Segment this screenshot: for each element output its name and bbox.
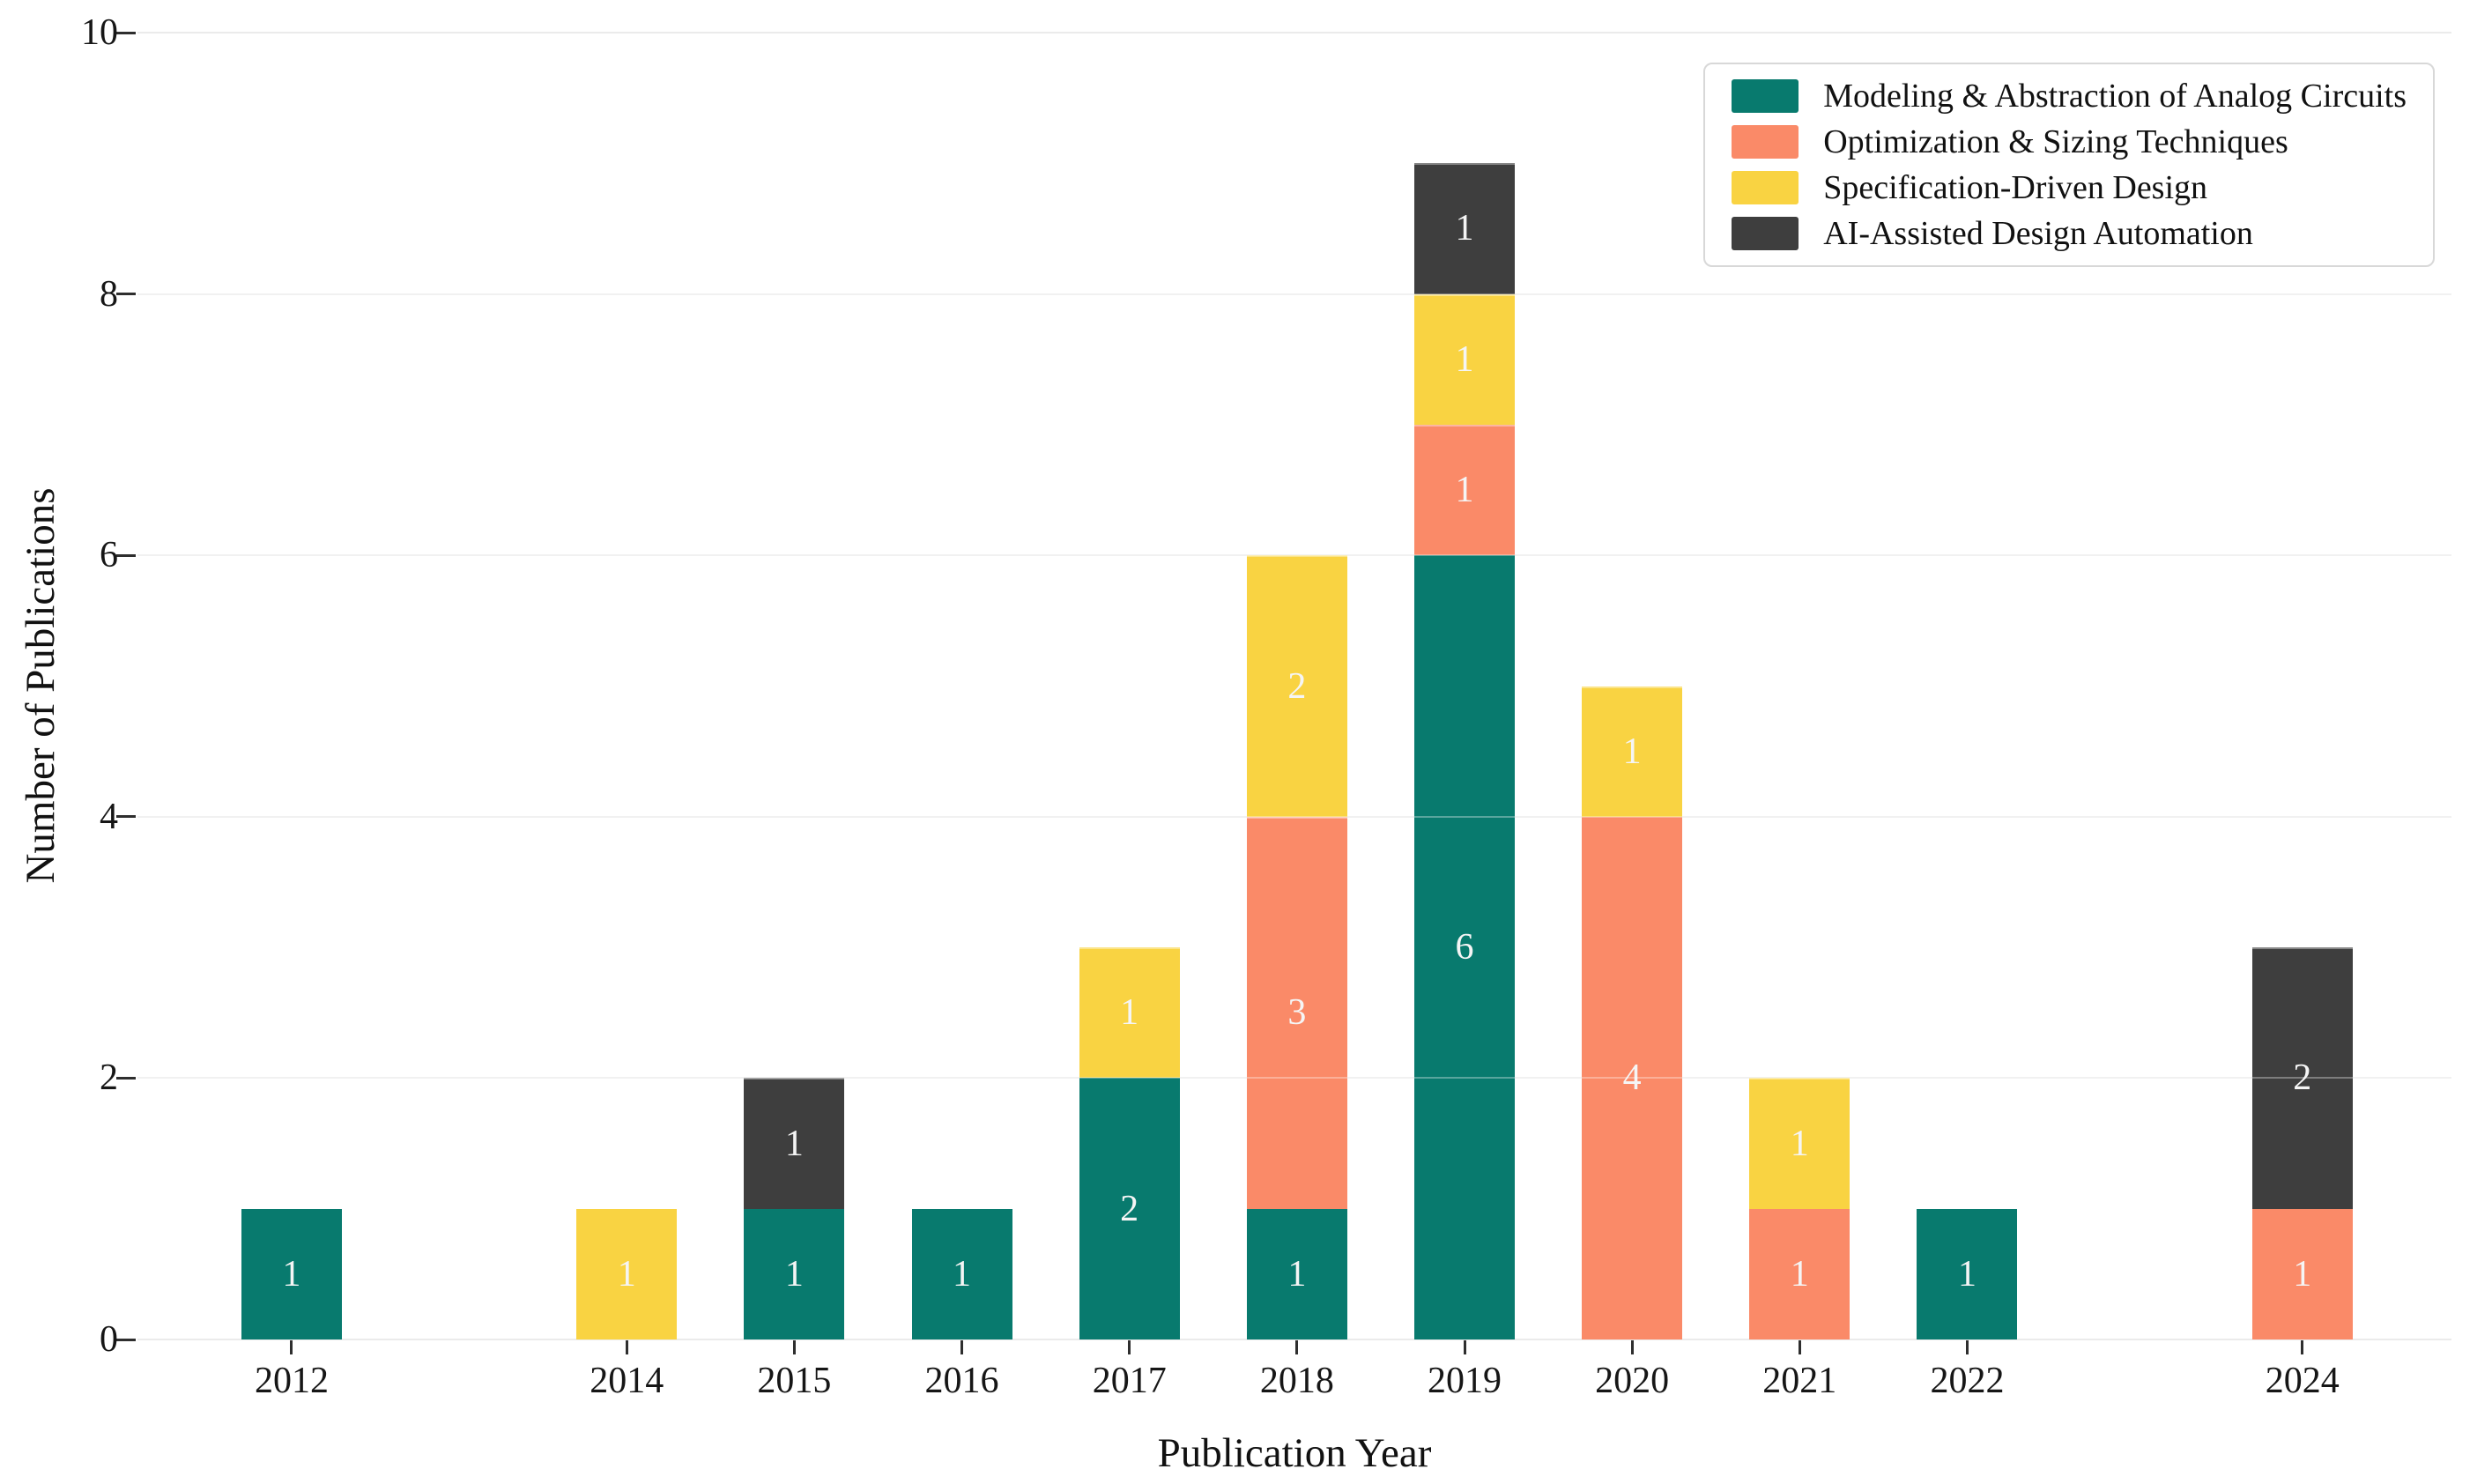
- x-tick-label: 2014: [590, 1361, 664, 1401]
- x-tick-label: 2019: [1428, 1361, 1502, 1401]
- bar-segment: 1: [1413, 293, 1516, 425]
- bar-value-label: 1: [1455, 338, 1474, 380]
- bar-value-label: 1: [1790, 1253, 1809, 1295]
- y-tick-label: 6: [100, 535, 118, 576]
- bar-segment: 1: [1749, 1078, 1850, 1209]
- bar-value-label: 1: [1455, 208, 1474, 249]
- bar-value-label: 1: [617, 1253, 636, 1295]
- legend-row: Modeling & Abstraction of Analog Circuit…: [1732, 77, 2407, 115]
- legend-label: Specification-Driven Design: [1823, 169, 2208, 206]
- x-tick-mark: [1630, 1339, 1634, 1354]
- x-tick-label: 2022: [1930, 1361, 2005, 1401]
- x-tick-label: 2020: [1595, 1361, 1670, 1401]
- bar-segment: 6: [1413, 555, 1516, 1339]
- legend-label: AI-Assisted Design Automation: [1823, 215, 2253, 252]
- bar-value-label: 3: [1287, 992, 1307, 1034]
- bar-value-label: 1: [1120, 992, 1139, 1034]
- x-tick-label: 2017: [1092, 1361, 1167, 1401]
- x-tick-mark: [1798, 1339, 1801, 1354]
- bar-segment: 1: [1749, 1208, 1850, 1339]
- legend: Modeling & Abstraction of Analog Circuit…: [1703, 63, 2435, 267]
- gridline-y-6: [137, 554, 2451, 557]
- x-tick-label: 2018: [1259, 1361, 1334, 1401]
- x-tick-label: 2024: [2265, 1361, 2340, 1401]
- bar-value-label: 1: [2293, 1253, 2312, 1295]
- legend-swatch: [1732, 171, 1799, 204]
- x-tick-mark: [625, 1339, 628, 1354]
- bar-segment: 1: [2251, 1208, 2353, 1339]
- bar-segment: 1: [744, 1078, 845, 1209]
- y-tick-label: 2: [100, 1057, 118, 1099]
- bar-segment: 4: [1582, 816, 1683, 1339]
- legend-label: Modeling & Abstraction of Analog Circuit…: [1823, 78, 2407, 115]
- bar-value-label: 1: [1622, 731, 1642, 772]
- x-tick-mark: [1463, 1339, 1466, 1354]
- x-axis-title: Publication Year: [1157, 1430, 1432, 1476]
- y-tick-mark: [116, 31, 136, 34]
- bar-segment: 2: [1246, 555, 1347, 817]
- x-tick-label: 2016: [924, 1361, 999, 1401]
- bar-value-label: 1: [1957, 1253, 1977, 1295]
- y-tick-mark: [116, 1076, 136, 1080]
- bar-segment: 1: [911, 1208, 1012, 1339]
- gridline-y-0: [137, 1339, 2451, 1340]
- bar-value-label: 2: [2293, 1057, 2312, 1099]
- bar-value-label: 1: [953, 1253, 972, 1295]
- bar-value-label: 1: [784, 1253, 804, 1295]
- y-tick-mark: [116, 815, 136, 819]
- x-tick-mark: [1965, 1339, 1969, 1354]
- bar-segment: 3: [1246, 816, 1347, 1209]
- x-tick-mark: [960, 1339, 964, 1354]
- legend-row: Specification-Driven Design: [1732, 168, 2407, 207]
- bar-segment: 1: [241, 1208, 342, 1339]
- plot-area: Modeling & Abstraction of Analog Circuit…: [137, 32, 2451, 1340]
- legend-label: Optimization & Sizing Techniques: [1823, 123, 2288, 160]
- bar-segment: 1: [1582, 686, 1683, 817]
- y-tick-label: 8: [100, 273, 118, 315]
- bar-value-label: 1: [282, 1253, 301, 1295]
- gridline-y-8: [137, 293, 2451, 295]
- bar-value-label: 4: [1622, 1057, 1642, 1099]
- bar-segment: 1: [1413, 163, 1516, 294]
- y-tick-label: 0: [100, 1319, 118, 1360]
- bar-value-label: 6: [1455, 927, 1474, 968]
- bar-value-label: 2: [1120, 1188, 1139, 1229]
- bar-value-label: 1: [1455, 470, 1474, 511]
- bar-segment: 1: [1917, 1208, 2018, 1339]
- bar-segment: 1: [576, 1208, 678, 1339]
- bar-segment: 2: [2251, 947, 2353, 1209]
- legend-swatch: [1732, 79, 1799, 113]
- bar-value-label: 1: [1287, 1253, 1307, 1295]
- x-tick-mark: [792, 1339, 796, 1354]
- x-tick-mark: [1128, 1339, 1131, 1354]
- gridline-y-10: [137, 32, 2451, 33]
- x-tick-label: 2021: [1762, 1361, 1837, 1401]
- bar-segment: 1: [744, 1208, 845, 1339]
- bar-segment: 2: [1079, 1078, 1180, 1339]
- y-tick-mark: [116, 1338, 136, 1341]
- y-tick-label: 4: [100, 796, 118, 837]
- y-tick-mark: [116, 553, 136, 557]
- y-tick-mark: [116, 293, 136, 296]
- bar-segment: 1: [1246, 1208, 1347, 1339]
- x-tick-mark: [2301, 1339, 2304, 1354]
- x-tick-label: 2015: [757, 1361, 832, 1401]
- bar-segment: 1: [1413, 424, 1516, 556]
- x-tick-mark: [290, 1339, 293, 1354]
- legend-swatch: [1732, 125, 1799, 159]
- x-tick-label: 2012: [254, 1361, 329, 1401]
- bar-value-label: 2: [1287, 665, 1307, 707]
- legend-swatch: [1732, 217, 1799, 250]
- bar-value-label: 1: [1790, 1123, 1809, 1164]
- y-tick-label: 10: [81, 12, 118, 53]
- x-tick-mark: [1295, 1339, 1299, 1354]
- bar-segment: 1: [1079, 947, 1180, 1079]
- legend-row: AI-Assisted Design Automation: [1732, 214, 2407, 253]
- legend-row: Optimization & Sizing Techniques: [1732, 122, 2407, 161]
- bar-value-label: 1: [784, 1123, 804, 1164]
